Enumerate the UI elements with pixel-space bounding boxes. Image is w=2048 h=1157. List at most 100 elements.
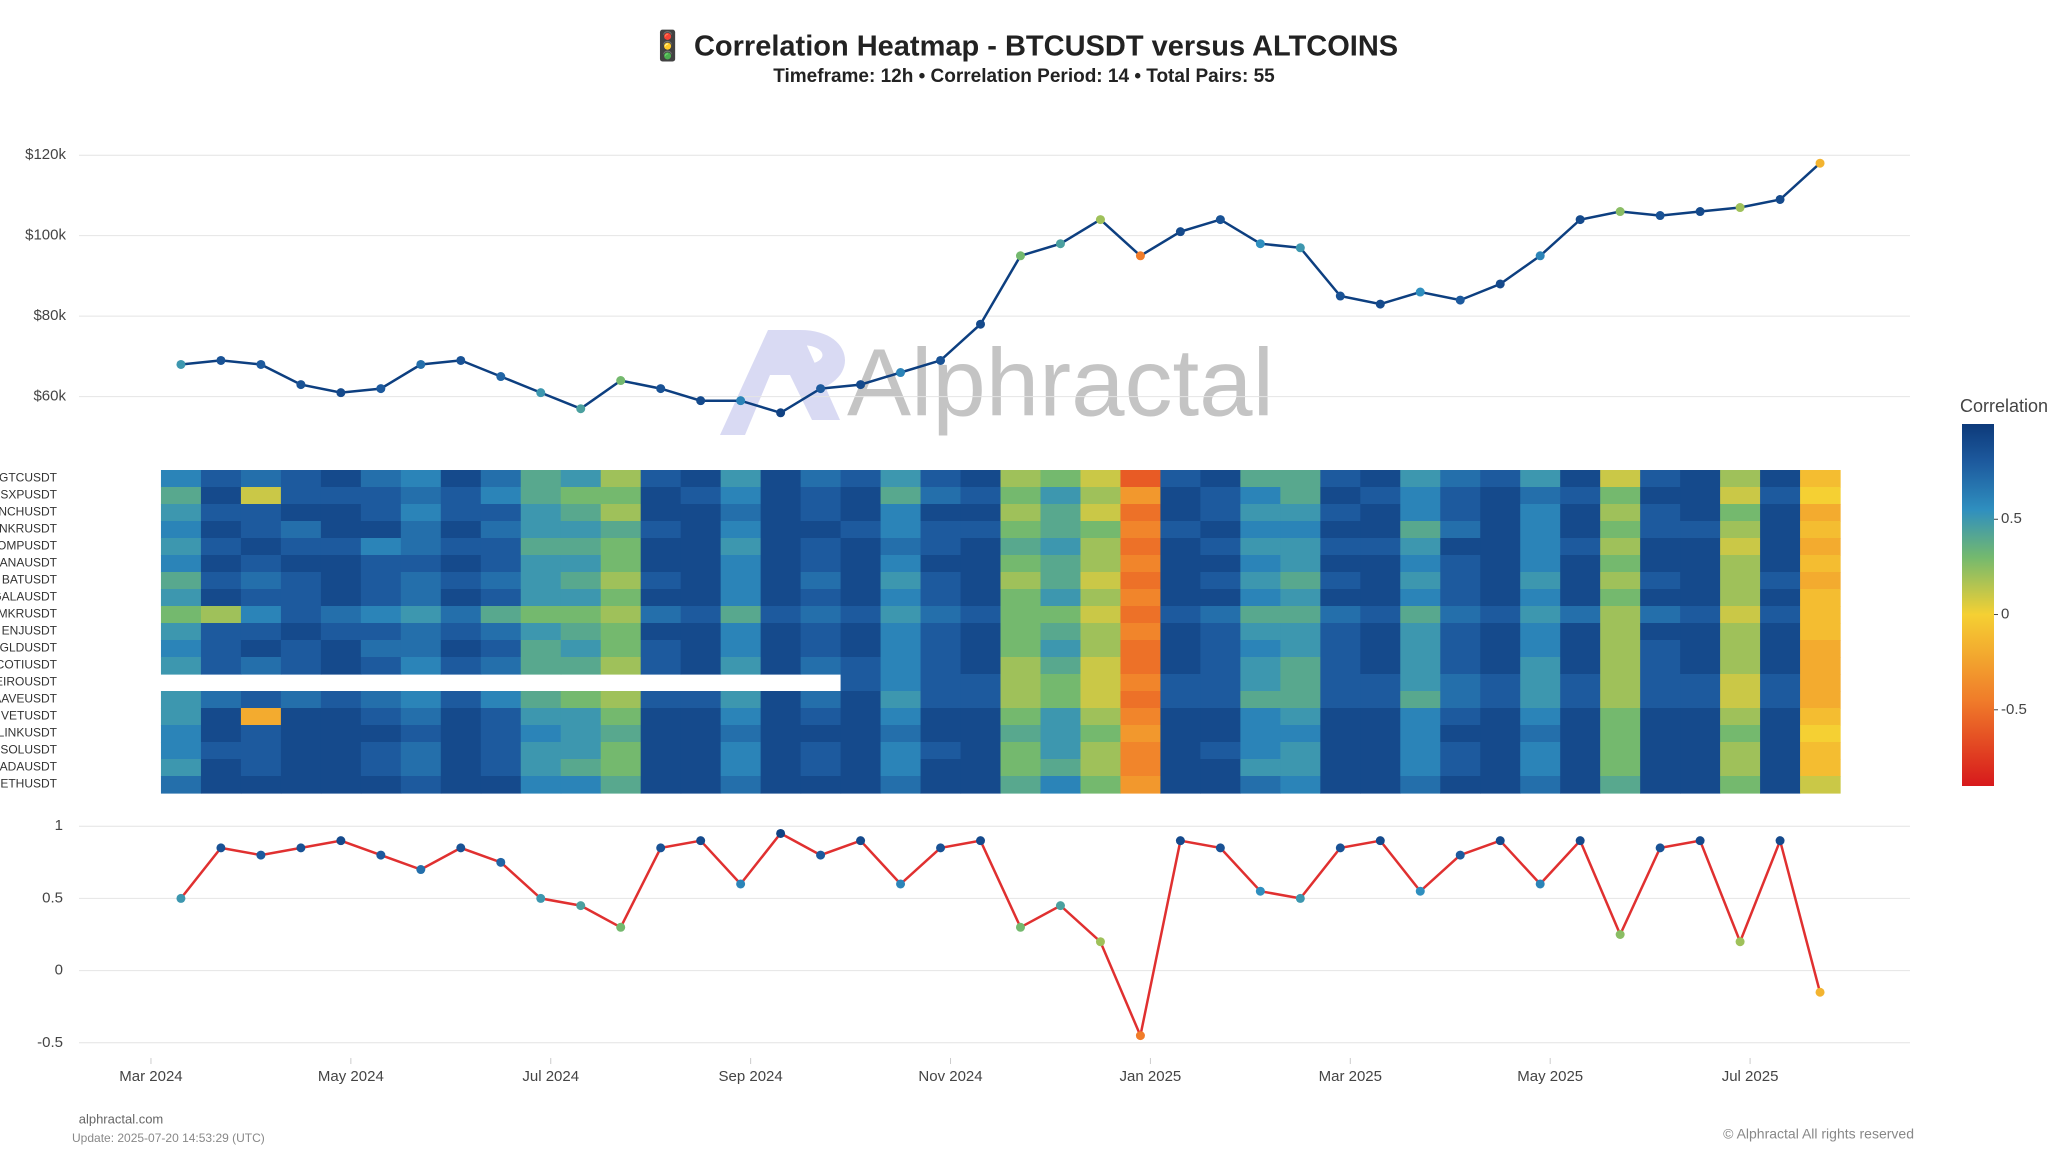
heatmap-cell bbox=[1040, 572, 1082, 590]
heatmap-cell bbox=[400, 691, 442, 709]
heatmap-cell bbox=[1520, 725, 1561, 743]
heatmap-cell bbox=[720, 759, 762, 777]
heatmap-cell bbox=[1280, 725, 1321, 743]
heatmap-cell bbox=[520, 657, 562, 675]
heatmap-cell bbox=[1560, 742, 1601, 760]
heatmap-cell bbox=[560, 555, 602, 573]
heatmap-cell bbox=[1360, 589, 1401, 607]
heatmap-cell bbox=[1760, 708, 1801, 726]
heatmap-cell bbox=[840, 555, 882, 573]
heatmap-cell bbox=[1760, 504, 1801, 522]
heatmap-cell bbox=[680, 538, 722, 556]
data-point bbox=[616, 376, 626, 386]
heatmap-cell bbox=[1520, 555, 1561, 573]
heatmap-cell bbox=[560, 725, 602, 743]
row-label: AAVEUSDT bbox=[0, 692, 58, 706]
heatmap-cell bbox=[280, 742, 322, 760]
heatmap-cell bbox=[1280, 538, 1321, 556]
heatmap-cell bbox=[1200, 623, 1241, 641]
heatmap-cell bbox=[1200, 538, 1241, 556]
heatmap-cell bbox=[880, 504, 922, 522]
heatmap-cell bbox=[800, 589, 842, 607]
heatmap-cell bbox=[1360, 623, 1401, 641]
heatmap-cell bbox=[1680, 470, 1721, 488]
heatmap-cell bbox=[960, 640, 1002, 658]
heatmap-cell bbox=[480, 572, 522, 590]
heatmap-cell bbox=[1640, 776, 1681, 794]
heatmap-cell bbox=[1720, 776, 1761, 794]
heatmap-cell bbox=[1240, 725, 1281, 743]
heatmap-cell bbox=[320, 725, 362, 743]
heatmap-cell bbox=[1640, 487, 1681, 505]
heatmap-cell bbox=[1520, 657, 1561, 675]
heatmap-cell bbox=[480, 640, 522, 658]
heatmap-cell bbox=[600, 742, 642, 760]
heatmap-cell bbox=[960, 572, 1002, 590]
heatmap-cell bbox=[1800, 521, 1841, 539]
heatmap-cell bbox=[1280, 589, 1321, 607]
heatmap-cell bbox=[1480, 776, 1521, 794]
heatmap-cell bbox=[760, 589, 802, 607]
heatmap-cell bbox=[840, 521, 882, 539]
heatmap-cell bbox=[1320, 470, 1361, 488]
heatmap-cell bbox=[1480, 623, 1521, 641]
heatmap-cell bbox=[960, 555, 1002, 573]
heatmap-cell bbox=[600, 504, 642, 522]
heatmap-cell bbox=[1520, 538, 1561, 556]
heatmap-cell bbox=[1800, 674, 1841, 692]
heatmap-cell bbox=[1320, 776, 1361, 794]
heatmap-cell bbox=[760, 487, 802, 505]
heatmap-cell bbox=[1160, 674, 1201, 692]
heatmap-cell bbox=[240, 589, 282, 607]
heatmap-cell bbox=[920, 657, 962, 675]
heatmap-cell bbox=[560, 691, 602, 709]
heatmap-cell bbox=[360, 759, 402, 777]
heatmap-cell bbox=[360, 504, 402, 522]
heatmap-cell bbox=[1360, 470, 1401, 488]
heatmap-cell bbox=[1480, 555, 1521, 573]
heatmap-cell bbox=[1120, 555, 1162, 573]
heatmap-cell bbox=[1520, 691, 1561, 709]
data-point bbox=[816, 384, 826, 394]
heatmap-cell bbox=[680, 589, 722, 607]
heatmap-cell bbox=[1640, 708, 1681, 726]
heatmap-cell bbox=[1760, 572, 1801, 590]
heatmap-cell bbox=[1120, 725, 1162, 743]
heatmap-cell bbox=[680, 708, 722, 726]
heatmap-cell bbox=[800, 725, 842, 743]
heatmap-cell bbox=[240, 538, 282, 556]
heatmap-cell bbox=[880, 623, 922, 641]
data-point bbox=[856, 836, 866, 846]
heatmap-cell bbox=[1040, 623, 1082, 641]
heatmap-cell bbox=[480, 742, 522, 760]
heatmap-cell bbox=[1280, 504, 1321, 522]
heatmap-cell bbox=[1640, 640, 1681, 658]
heatmap-cell bbox=[920, 521, 962, 539]
heatmap-cell bbox=[1160, 606, 1201, 624]
data-point bbox=[256, 850, 266, 860]
data-point bbox=[576, 404, 586, 414]
heatmap-cell bbox=[1440, 504, 1481, 522]
heatmap-cell bbox=[1560, 759, 1601, 777]
heatmap-cell bbox=[280, 589, 322, 607]
heatmap-cell bbox=[1200, 487, 1241, 505]
heatmap-cell bbox=[240, 776, 282, 794]
heatmap-cell bbox=[1120, 538, 1162, 556]
heatmap-cell bbox=[680, 742, 722, 760]
heatmap-cell bbox=[1400, 725, 1441, 743]
heatmap-cell bbox=[320, 487, 362, 505]
heatmap-cell bbox=[1720, 521, 1761, 539]
data-point bbox=[816, 850, 826, 860]
heatmap-cell bbox=[1040, 521, 1082, 539]
heatmap-cell bbox=[480, 487, 522, 505]
heatmap-cell bbox=[560, 487, 602, 505]
heatmap-cell bbox=[560, 589, 602, 607]
heatmap-cell bbox=[1560, 504, 1601, 522]
heatmap-cell bbox=[920, 725, 962, 743]
row-label: VETUSDT bbox=[1, 709, 58, 723]
heatmap-cell bbox=[1040, 504, 1082, 522]
heatmap-cell bbox=[1400, 759, 1441, 777]
heatmap-cell bbox=[1680, 538, 1721, 556]
heatmap-cell bbox=[400, 657, 442, 675]
heatmap-cell bbox=[1360, 708, 1401, 726]
